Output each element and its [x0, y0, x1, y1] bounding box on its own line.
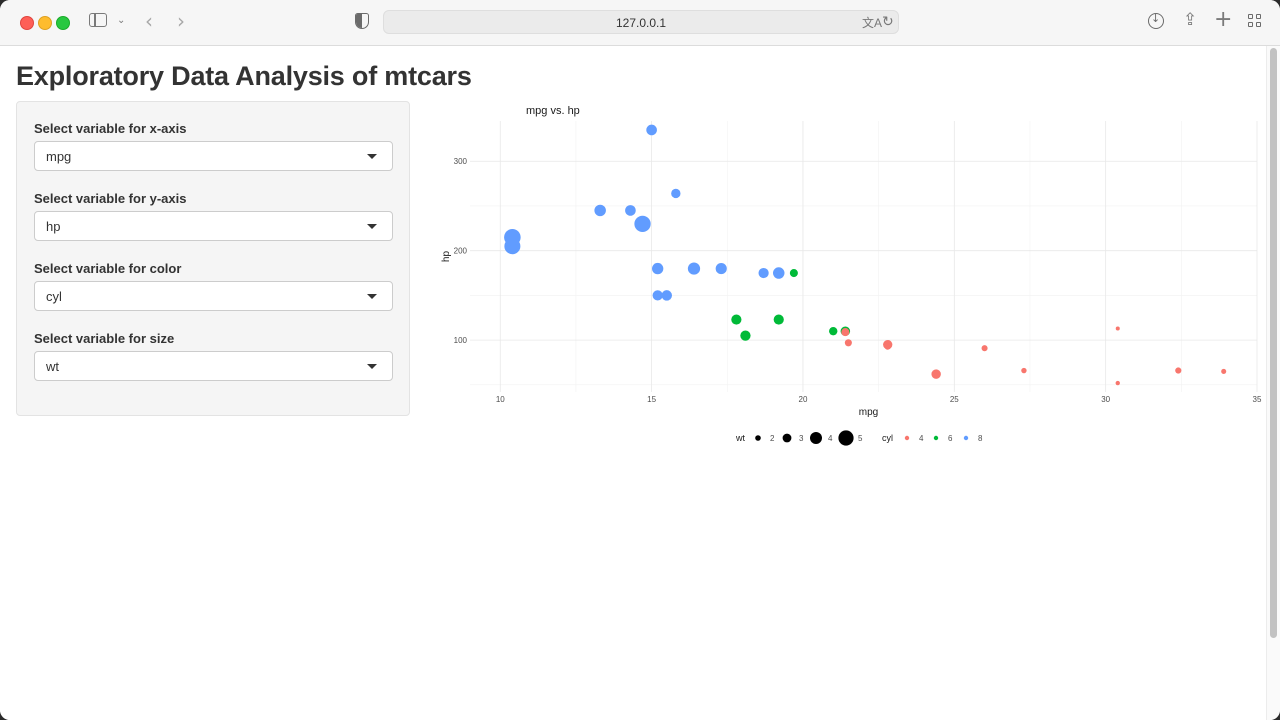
data-point — [504, 228, 521, 246]
data-point — [773, 314, 784, 325]
y-axis-label: Select variable for y-axis — [34, 191, 187, 206]
data-point — [1115, 380, 1120, 386]
x-axis-select-value: mpg — [46, 149, 72, 164]
y-tick-label: 200 — [454, 247, 468, 256]
page-content: Exploratory Data Analysis of mtcars Sele… — [0, 46, 1266, 720]
forward-icon[interactable]: › — [177, 9, 185, 33]
size-select[interactable]: wt — [34, 351, 393, 381]
color-legend-label: 6 — [948, 434, 953, 443]
data-point — [661, 290, 672, 301]
y-axis-title: hp — [441, 251, 452, 263]
data-point — [1175, 367, 1182, 374]
share-icon[interactable]: ⇪ — [1183, 10, 1198, 30]
color-legend-key — [904, 435, 910, 441]
sidebar-icon[interactable] — [89, 13, 107, 27]
data-point — [1221, 368, 1227, 374]
size-legend-label: 3 — [799, 434, 804, 443]
data-point — [652, 262, 664, 275]
x-axis-label: Select variable for x-axis — [34, 121, 187, 136]
size-legend-label: 4 — [828, 434, 833, 443]
data-point — [841, 328, 850, 337]
color-select[interactable]: cyl — [34, 281, 393, 311]
y-tick-label: 100 — [454, 336, 468, 345]
y-axis-select-value: hp — [46, 219, 61, 234]
data-point — [715, 263, 727, 275]
chart-title: mpg vs. hp — [526, 105, 580, 117]
data-point — [687, 262, 701, 275]
caret-down-icon — [367, 364, 377, 369]
size-legend-label: 5 — [858, 434, 863, 443]
data-point — [829, 326, 838, 336]
minimize-window-button[interactable] — [38, 16, 52, 30]
data-point — [634, 215, 651, 233]
size-legend-key — [755, 435, 761, 441]
data-point — [931, 369, 941, 379]
data-point — [883, 339, 893, 350]
caret-down-icon — [367, 294, 377, 299]
data-point — [844, 339, 852, 347]
chevron-down-icon[interactable]: ⌄ — [117, 15, 126, 26]
x-axis-title: mpg — [859, 407, 878, 418]
data-point — [1021, 367, 1027, 374]
y-axis-select[interactable]: hp — [34, 211, 393, 241]
data-point — [731, 314, 742, 325]
new-tab-plus-icon[interactable]: + — [1214, 7, 1233, 32]
x-tick-label: 20 — [799, 395, 808, 404]
size-legend-label: 2 — [770, 434, 775, 443]
x-tick-label: 15 — [647, 395, 656, 404]
address-bar[interactable]: 127.0.0.1 文A ↻ — [383, 10, 899, 34]
size-legend-key — [782, 433, 792, 443]
close-window-button[interactable] — [20, 16, 34, 30]
data-point — [671, 188, 681, 199]
data-point — [789, 269, 798, 278]
data-point — [625, 205, 636, 216]
x-tick-label: 35 — [1253, 395, 1262, 404]
color-legend-label: 4 — [919, 434, 924, 443]
size-legend-key — [810, 432, 822, 444]
tabs-grid-icon[interactable] — [1248, 14, 1262, 28]
color-label: Select variable for color — [34, 261, 182, 276]
size-select-value: wt — [46, 359, 59, 374]
x-tick-label: 10 — [496, 395, 505, 404]
data-point — [652, 290, 663, 301]
data-point — [772, 267, 785, 279]
zoom-window-button[interactable] — [56, 16, 70, 30]
sidebar-panel: Select variable for x-axis mpg Select va… — [16, 101, 410, 416]
back-icon[interactable]: ‹ — [145, 9, 153, 33]
x-tick-label: 25 — [950, 395, 959, 404]
size-legend-key — [838, 430, 854, 446]
browser-toolbar: ⌄ ‹ › 127.0.0.1 文A ↻ ⇪ + — [0, 0, 1280, 46]
data-point — [646, 124, 657, 136]
size-label: Select variable for size — [34, 331, 175, 346]
url-text: 127.0.0.1 — [615, 16, 667, 30]
x-axis-select[interactable]: mpg — [34, 141, 393, 171]
size-legend-title: wt — [735, 433, 745, 443]
download-icon[interactable] — [1148, 12, 1164, 29]
translate-icon[interactable]: 文A — [862, 16, 883, 30]
x-tick-label: 30 — [1101, 395, 1110, 404]
data-point — [594, 204, 606, 217]
page-title: Exploratory Data Analysis of mtcars — [16, 61, 472, 91]
color-legend-title: cyl — [882, 433, 893, 443]
caret-down-icon — [367, 224, 377, 229]
color-legend-key — [963, 435, 969, 441]
data-point — [758, 267, 769, 279]
color-legend-label: 8 — [978, 434, 983, 443]
data-point — [1115, 326, 1120, 331]
scrollbar-thumb[interactable] — [1270, 48, 1277, 638]
data-point — [981, 345, 988, 352]
caret-down-icon — [367, 154, 377, 159]
reload-icon[interactable]: ↻ — [882, 13, 894, 29]
data-point — [740, 330, 751, 341]
y-tick-label: 300 — [454, 157, 468, 166]
color-select-value: cyl — [46, 289, 62, 304]
shield-icon[interactable] — [355, 13, 369, 29]
color-legend-key — [933, 435, 939, 441]
